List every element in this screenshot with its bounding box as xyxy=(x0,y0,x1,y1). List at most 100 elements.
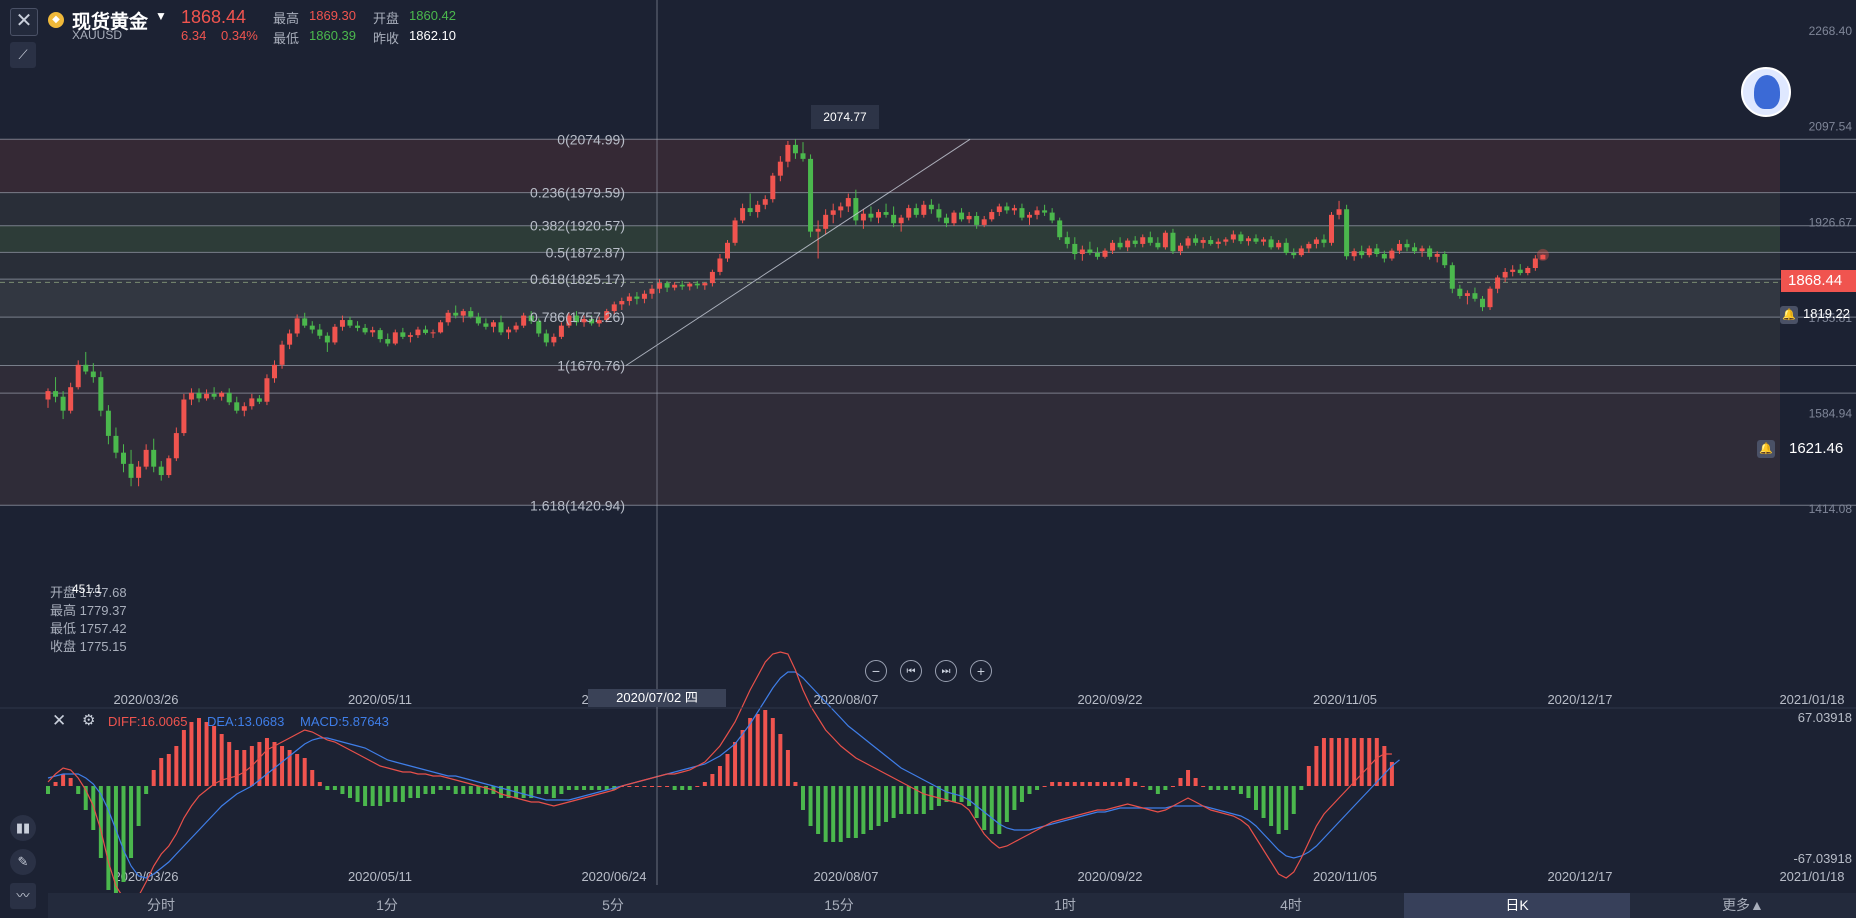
candle-body xyxy=(1442,254,1448,266)
zoom-in-button[interactable]: + xyxy=(970,660,992,682)
fib-band xyxy=(0,225,1780,253)
symbol-name[interactable]: 现货黄金 xyxy=(72,12,149,33)
y-tick-label: 1584.94 xyxy=(1809,407,1853,421)
macd-bar xyxy=(355,786,360,802)
macd-bar xyxy=(1140,786,1145,787)
zoom-out-button[interactable]: − xyxy=(865,660,887,682)
candle-body xyxy=(370,330,376,333)
macd-bar xyxy=(1170,786,1175,787)
candle-body xyxy=(1412,247,1418,252)
tooltip-low: 最低 1757.42 xyxy=(50,621,127,636)
macd-bar xyxy=(295,754,300,786)
symbol-code: XAUUSD xyxy=(72,28,123,42)
macd-bar xyxy=(687,786,692,790)
tooltip-close: 收盘 1775.15 xyxy=(50,639,127,654)
tab-5[interactable]: 4时 xyxy=(1280,897,1302,913)
candle-body xyxy=(498,322,504,333)
macd-bar xyxy=(831,786,836,842)
macd-bar xyxy=(1352,738,1357,786)
alert-bell-icon[interactable]: 🔔 xyxy=(1780,306,1798,324)
candle-body xyxy=(211,393,217,397)
candle-body xyxy=(1185,238,1191,246)
candle-body xyxy=(566,315,572,326)
candle-body xyxy=(136,466,142,478)
macd-bar xyxy=(1269,786,1274,826)
alert-price-2[interactable]: 1621.46 xyxy=(1789,440,1844,457)
candle-body xyxy=(1540,254,1546,260)
tab-7[interactable]: 更多▲ xyxy=(1722,897,1764,913)
candle-body xyxy=(1027,214,1032,218)
tab-0[interactable]: 分时 xyxy=(147,897,175,913)
macd-bar xyxy=(597,786,602,790)
macd-bar xyxy=(1201,786,1206,787)
candle-body xyxy=(770,175,776,200)
plus-icon: + xyxy=(976,663,986,679)
candle-body xyxy=(1464,293,1470,296)
candle-body xyxy=(732,220,738,243)
symbol-dropdown-icon[interactable]: ▼ xyxy=(155,9,167,23)
macd-bar xyxy=(393,786,398,802)
macd-bar xyxy=(921,786,926,814)
tab-1[interactable]: 1分 xyxy=(376,897,398,913)
macd-bar xyxy=(1027,786,1032,794)
macd-bar xyxy=(710,774,715,786)
user-avatar[interactable] xyxy=(1741,67,1791,117)
candle-body xyxy=(1291,252,1297,256)
macd-bar xyxy=(566,786,571,790)
candle-body xyxy=(400,332,406,337)
macd-x-tick-label: 2020/03/26 xyxy=(113,869,178,884)
alert-price-1[interactable]: 1819.22 xyxy=(1803,306,1850,321)
candle-body xyxy=(513,325,519,330)
candle-body xyxy=(173,433,179,459)
candle-body xyxy=(249,398,255,407)
y-tick-label: 2268.40 xyxy=(1809,24,1853,38)
macd-bar xyxy=(476,786,481,794)
candle-body xyxy=(355,325,361,328)
chart-type-button[interactable]: 〰 xyxy=(10,883,36,909)
tab-4[interactable]: 1时 xyxy=(1054,897,1076,913)
macd-bar xyxy=(1238,786,1243,794)
candle-body xyxy=(490,322,496,327)
macd-bar xyxy=(1246,786,1251,798)
candle-body xyxy=(808,158,814,232)
candle-body xyxy=(634,296,640,299)
candle-body xyxy=(740,208,746,221)
candle-body xyxy=(113,435,119,453)
indicator-button[interactable]: ▮▮ xyxy=(10,815,36,841)
candle-body xyxy=(543,333,549,343)
settings-gear-icon[interactable]: ⚙ xyxy=(82,712,96,729)
close-indicator-icon[interactable]: ✕ xyxy=(52,711,67,730)
candle-body xyxy=(385,339,391,344)
skip-back-icon: ⏮ xyxy=(906,666,916,677)
candle-body xyxy=(45,391,51,400)
candle-body xyxy=(1487,288,1493,308)
line-tool-icon: ⟋ xyxy=(18,47,28,62)
candle-body xyxy=(166,458,172,476)
draw-button[interactable]: ✎ xyxy=(10,849,36,875)
tab-3[interactable]: 15分 xyxy=(824,897,854,913)
candle-body xyxy=(1178,245,1183,252)
high-value: 1869.30 xyxy=(309,8,356,23)
draw-tool-button[interactable]: ⟋ xyxy=(10,42,36,68)
macd-bar xyxy=(989,786,994,834)
close-button[interactable]: ✕ xyxy=(10,8,38,36)
macd-bar xyxy=(1148,786,1153,790)
candle-body xyxy=(951,212,957,224)
close-icon: ✕ xyxy=(15,10,33,32)
candle-body xyxy=(1208,240,1214,244)
candle-body xyxy=(1049,212,1055,221)
candle-body xyxy=(1057,220,1063,238)
scroll-start-button[interactable]: ⏮ xyxy=(900,660,922,682)
fib-label: 1(1670.76) xyxy=(557,358,625,374)
scroll-end-button[interactable]: ⏭ xyxy=(935,660,957,682)
macd-bar xyxy=(1035,786,1040,790)
tab-6[interactable]: 日K xyxy=(1404,893,1630,918)
macd-bar xyxy=(302,758,307,786)
alert-bell-icon[interactable]: 🔔 xyxy=(1757,440,1775,458)
macd-bar xyxy=(415,786,420,798)
macd-bar xyxy=(1110,782,1115,786)
macd-bar xyxy=(1004,786,1009,822)
tab-2[interactable]: 5分 xyxy=(602,897,624,913)
tooltip-high: 最高 1779.37 xyxy=(50,603,127,618)
